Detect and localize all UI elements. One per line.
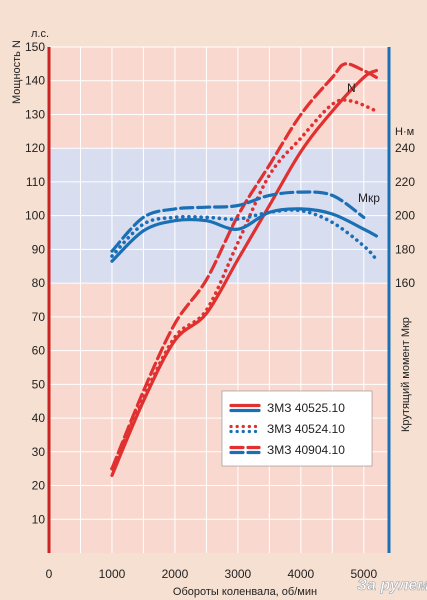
power-series-line <box>110 62 378 471</box>
legend-label: ЗМЗ 40525.10 <box>267 401 345 415</box>
torque-series-line <box>110 207 378 263</box>
y-right-tick-label: 160 <box>395 276 415 290</box>
legend-label: ЗМЗ 40904.10 <box>267 443 345 457</box>
y-left-tick-label: 70 <box>32 310 46 324</box>
power-series-line <box>110 98 379 471</box>
y-left-tick-label: 100 <box>25 209 45 223</box>
y-right-tick-label: 240 <box>395 141 415 155</box>
y-axis-left-unit: л.с. <box>31 28 49 40</box>
torque-series-line <box>110 190 366 253</box>
y-axis-right-unit: Н·м <box>395 126 414 138</box>
legend-box <box>221 390 373 467</box>
y-left-tick-label: 30 <box>32 445 46 459</box>
y-left-tick-label: 80 <box>32 276 46 290</box>
x-tick-label: 2000 <box>162 567 189 581</box>
y-left-tick-label: 60 <box>32 344 46 358</box>
y-right-tick-label: 220 <box>395 175 415 189</box>
x-tick-label: 0 <box>46 567 53 581</box>
y-right-tick-label: 180 <box>395 242 415 256</box>
y-right-tick-label: 200 <box>395 209 415 223</box>
power-curve-label: N <box>347 81 356 95</box>
x-tick-label: 3000 <box>225 567 252 581</box>
y-left-tick-label: 50 <box>32 377 46 391</box>
y-left-tick-label: 140 <box>25 74 45 88</box>
y-axis-left-label: Мощность N <box>11 40 23 104</box>
x-tick-label: 1000 <box>99 567 126 581</box>
y-left-tick-label: 120 <box>25 141 45 155</box>
x-tick-label: 4000 <box>288 567 315 581</box>
y-left-tick-label: 20 <box>32 479 46 493</box>
y-left-tick-label: 40 <box>32 411 46 425</box>
y-left-tick-label: 110 <box>26 175 45 189</box>
series-lines <box>110 62 379 477</box>
grid-lines <box>49 46 389 553</box>
legend: ЗМЗ 40525.10 ЗМЗ 40524.10 ЗМЗ 40904.10 <box>221 390 373 467</box>
tick-labels: 10 20 30 40 50 60 70 80 90 100 110 120 130 140 150 160 1… <box>25 40 415 581</box>
y-left-tick-label: 90 <box>32 242 46 256</box>
x-tick-label: 5000 <box>350 567 377 581</box>
power-series-line <box>110 69 378 477</box>
watermark: За рулем <box>357 577 427 594</box>
legend-label: ЗМЗ 40524.10 <box>267 422 345 436</box>
x-axis-label: Обороты коленвала, об/мин <box>173 586 317 598</box>
y-left-tick-label: 150 <box>25 40 45 54</box>
torque-series-line <box>110 208 379 262</box>
plot-area <box>49 47 389 553</box>
torque-curve-label: Мкр <box>358 191 380 205</box>
y-left-tick-label: 130 <box>25 107 45 121</box>
y-axis-right-label: Крутящий момент Мкр <box>400 317 412 432</box>
y-left-tick-label: 10 <box>32 512 46 526</box>
